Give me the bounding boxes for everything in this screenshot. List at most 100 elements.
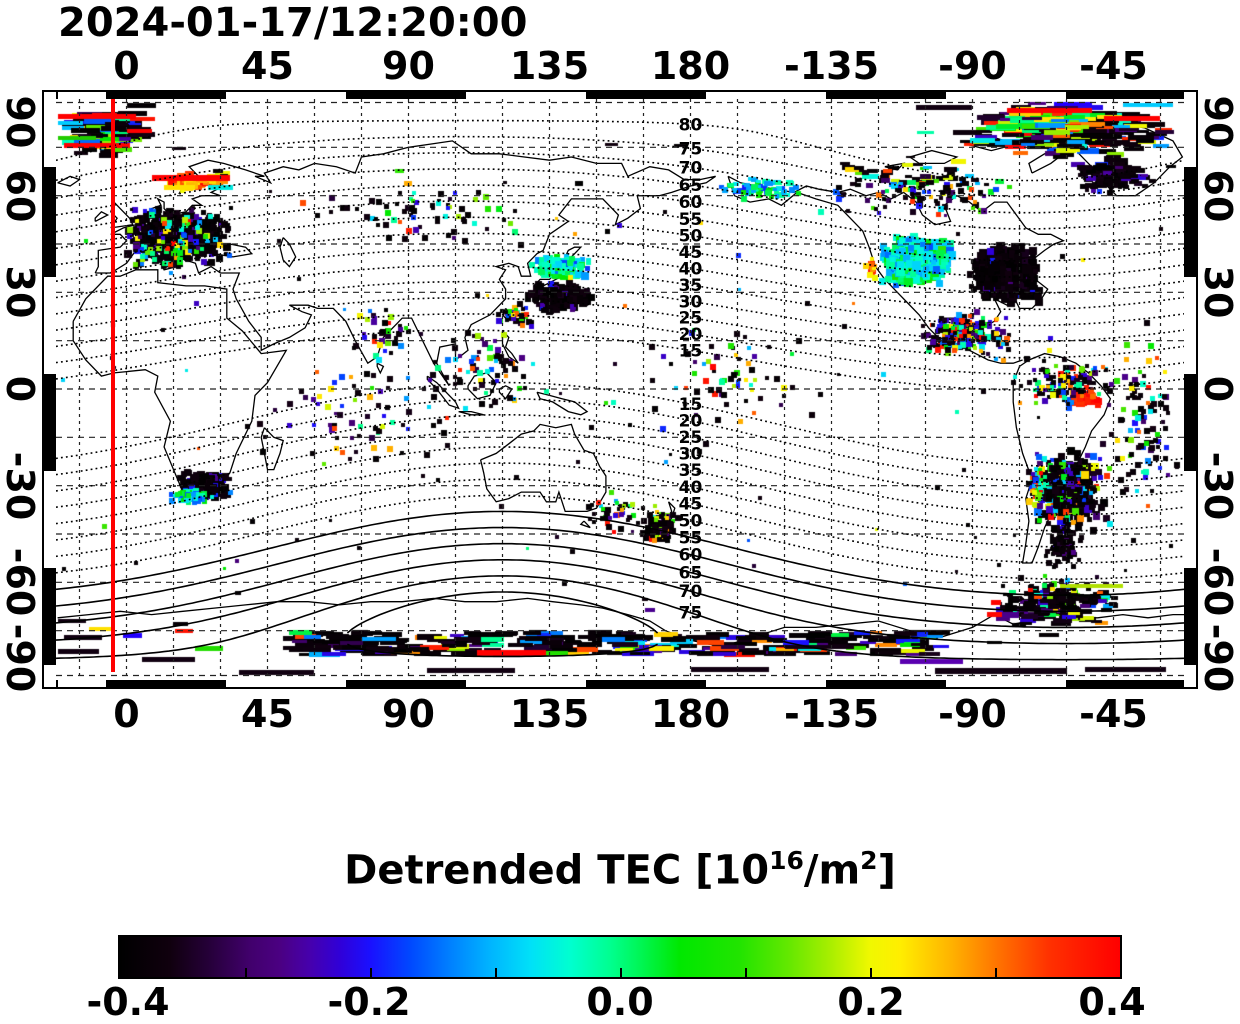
lon-tick-bottom-0: 0 [113,692,140,736]
lon-tick-top-0: 0 [113,44,140,88]
lat-tick-left--60: -60 [0,548,42,617]
contour-label-25: 25 [679,428,703,448]
map-border-left [44,92,56,687]
maglat-contour-n70 [56,152,1184,214]
contour-label-55: 55 [679,528,703,548]
contour-label-40: 40 [679,260,703,280]
lon-tick-bottom--135: -135 [783,692,880,736]
map-border-bottom [56,680,1184,687]
contour-label-35: 35 [679,276,703,296]
contour-label-40: 40 [679,478,703,498]
maglat-contour-n30 [56,280,1184,343]
lat-tick-left--30: -30 [0,451,42,520]
colorbar-label--0.2: -0.2 [327,980,411,1024]
lon-tick-top-45: 45 [241,44,294,88]
colorbar-label--0.4: -0.4 [86,980,170,1024]
lat-tick-left--90: -90 [0,623,42,693]
contour-label-25: 25 [679,309,703,329]
maglat-contour-n55 [56,200,1184,262]
lon-tick-top--90: -90 [938,44,1007,88]
colorbar [118,935,1122,979]
contour-label-60: 60 [679,193,703,213]
lon-tick-bottom-135: 135 [509,692,590,736]
lon-tick-bottom--45: -45 [1079,692,1148,736]
maglat-contour-s45 [56,478,1184,564]
colorbar-minor-tick [495,968,497,977]
map-border-right [1184,92,1196,687]
contour-label-70: 70 [679,582,703,602]
colorbar-minor-tick [370,968,372,977]
lat-tick-right-60: 60 [1196,169,1240,223]
maglat-contour-s80b [347,643,658,658]
colorbar-title-exp1: 16 [769,846,804,875]
maglat-contour-n65 [56,168,1184,230]
lon-tick-bottom--90: -90 [938,692,1007,736]
contour-label-20: 20 [679,412,703,432]
colorbar-title: Detrended TEC [1016/m2] [0,846,1240,893]
colorbar-title-prefix: Detrended TEC [10 [344,847,770,894]
maglat-contour-s20 [56,397,1184,484]
contour-label-30: 30 [679,292,703,312]
lon-tick-top-90: 90 [382,44,435,88]
lat-tick-left-0: 0 [0,375,42,403]
maglat-contour-n35 [56,264,1184,327]
lat-tick-left-90: 90 [0,95,42,149]
lat-tick-right--30: -30 [1196,451,1240,520]
contour-label-35: 35 [679,461,703,481]
map-area: 80 75 70 65 60 55 50 45 40 35 30 25 20 15 15 20 25 30 35 40… [56,99,1184,680]
maglat-contour-s50 [56,494,1184,580]
lat-tick-right-90: 90 [1196,95,1240,149]
maglat-contour-n25 [56,297,1184,359]
lon-tick-top--135: -135 [783,44,880,88]
contour-label-45: 45 [679,243,703,263]
colorbar-minor-tick [870,968,872,977]
timestamp-title: 2024-01-17/12:20:00 [58,0,528,46]
maglat-contour-n60 [56,184,1184,246]
map-frame: 80 75 70 65 60 55 50 45 40 35 30 25 20 15 15 20 25 30 35 40… [42,90,1198,689]
lon-tick-top-135: 135 [509,44,590,88]
maglat-contour-s40 [56,462,1184,548]
colorbar-minor-tick [245,968,247,977]
contour-label-80: 80 [679,115,703,135]
lat-tick-right--60: -60 [1196,548,1240,617]
lon-tick-bottom-180: 180 [650,692,731,736]
maglat-contour-n75 [56,135,1184,198]
maglat-contour-s65 [56,542,1184,629]
maglat-contour-s30 [56,430,1184,516]
lat-tick-right--90: -90 [1196,623,1240,693]
contour-label-65: 65 [679,564,703,584]
lat-tick-right-0: 0 [1196,375,1240,403]
maglat-contour-s15 [56,381,1184,468]
map-border-top [56,92,1184,99]
maglat-contour-s75 [56,575,1184,661]
lat-tick-right-30: 30 [1196,265,1240,319]
contour-label-15: 15 [679,341,703,361]
colorbar-label-0.4: 0.4 [1078,980,1146,1024]
maglat-contour-s25 [56,414,1184,500]
contour-label-75: 75 [679,604,703,624]
contour-label-75: 75 [679,140,703,160]
maglat-contour-s35 [56,446,1184,532]
colorbar-title-mid: /m [803,847,861,894]
colorbar-minor-tick [620,968,622,977]
colorbar-title-suffix: ] [877,847,896,894]
maglat-contour-s60 [56,526,1184,613]
colorbar-title-exp2: 2 [860,846,878,875]
contour-label-70: 70 [679,158,703,178]
maglat-contour-n80 [56,119,1184,182]
lat-tick-left-60: 60 [0,169,42,223]
maglat-contour-n50 [56,216,1184,278]
maglat-contour-s55 [56,510,1184,596]
lon-tick-bottom-90: 90 [382,692,435,736]
lon-tick-top-180: 180 [650,44,731,88]
contour-label-50: 50 [679,511,703,531]
lon-tick-bottom-45: 45 [241,692,294,736]
lon-tick-top--45: -45 [1079,44,1148,88]
contour-label-65: 65 [679,176,703,196]
meridian-marker-line [111,99,116,672]
contour-label-15: 15 [679,395,703,415]
colorbar-label-0.2: 0.2 [837,980,905,1024]
colorbar-minor-tick [995,968,997,977]
colorbar-minor-tick [745,968,747,977]
